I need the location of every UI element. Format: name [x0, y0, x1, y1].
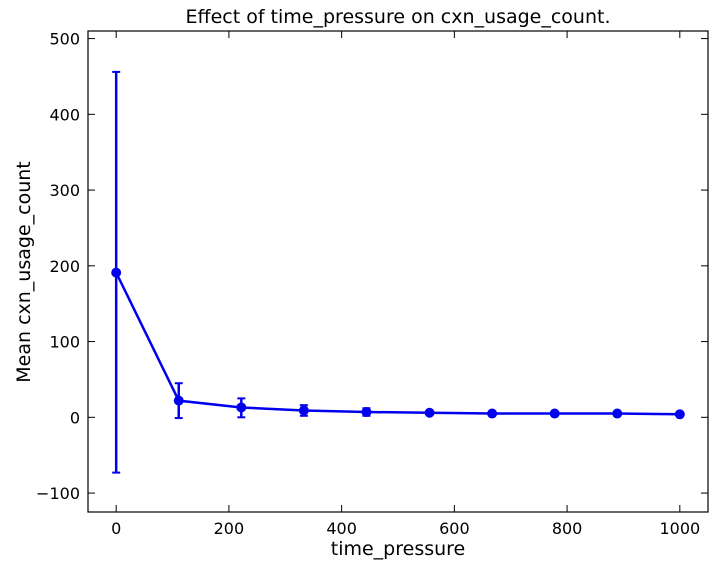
plot-frame [87, 30, 709, 513]
data-point [612, 408, 623, 419]
data-point [173, 395, 184, 406]
y-tick-label: 400 [49, 105, 80, 124]
data-point [298, 405, 309, 416]
x-tick-label: 600 [439, 519, 470, 538]
y-tick-label: 200 [49, 257, 80, 276]
x-ticks: 0 200 400 600 800 1000 [111, 31, 700, 538]
y-tick-label: 0 [70, 408, 80, 427]
data-point [111, 267, 122, 278]
series-line-group [115, 272, 680, 416]
series-line [115, 272, 680, 416]
x-tick-label: 400 [326, 519, 357, 538]
x-tick-label: 1000 [659, 519, 700, 538]
data-point [549, 408, 560, 419]
data-point [361, 407, 372, 418]
data-points [111, 267, 685, 420]
data-point [674, 409, 685, 420]
data-point [236, 402, 247, 413]
x-tick-label: 800 [552, 519, 583, 538]
y-tick-label: 100 [49, 333, 80, 352]
y-tick-label: −100 [36, 484, 80, 503]
y-tick-label: 500 [49, 30, 80, 49]
y-tick-label: 300 [49, 181, 80, 200]
data-point [487, 408, 498, 419]
x-axis-label: time_pressure [330, 538, 466, 560]
axes [87, 30, 709, 513]
y-ticks: −100 0 100 200 300 400 500 [36, 30, 708, 503]
data-point [424, 407, 435, 418]
x-tick-label: 0 [111, 519, 121, 538]
x-tick-label: 200 [214, 519, 245, 538]
chart-title: Effect of time_pressure on cxn_usage_cou… [185, 6, 611, 28]
